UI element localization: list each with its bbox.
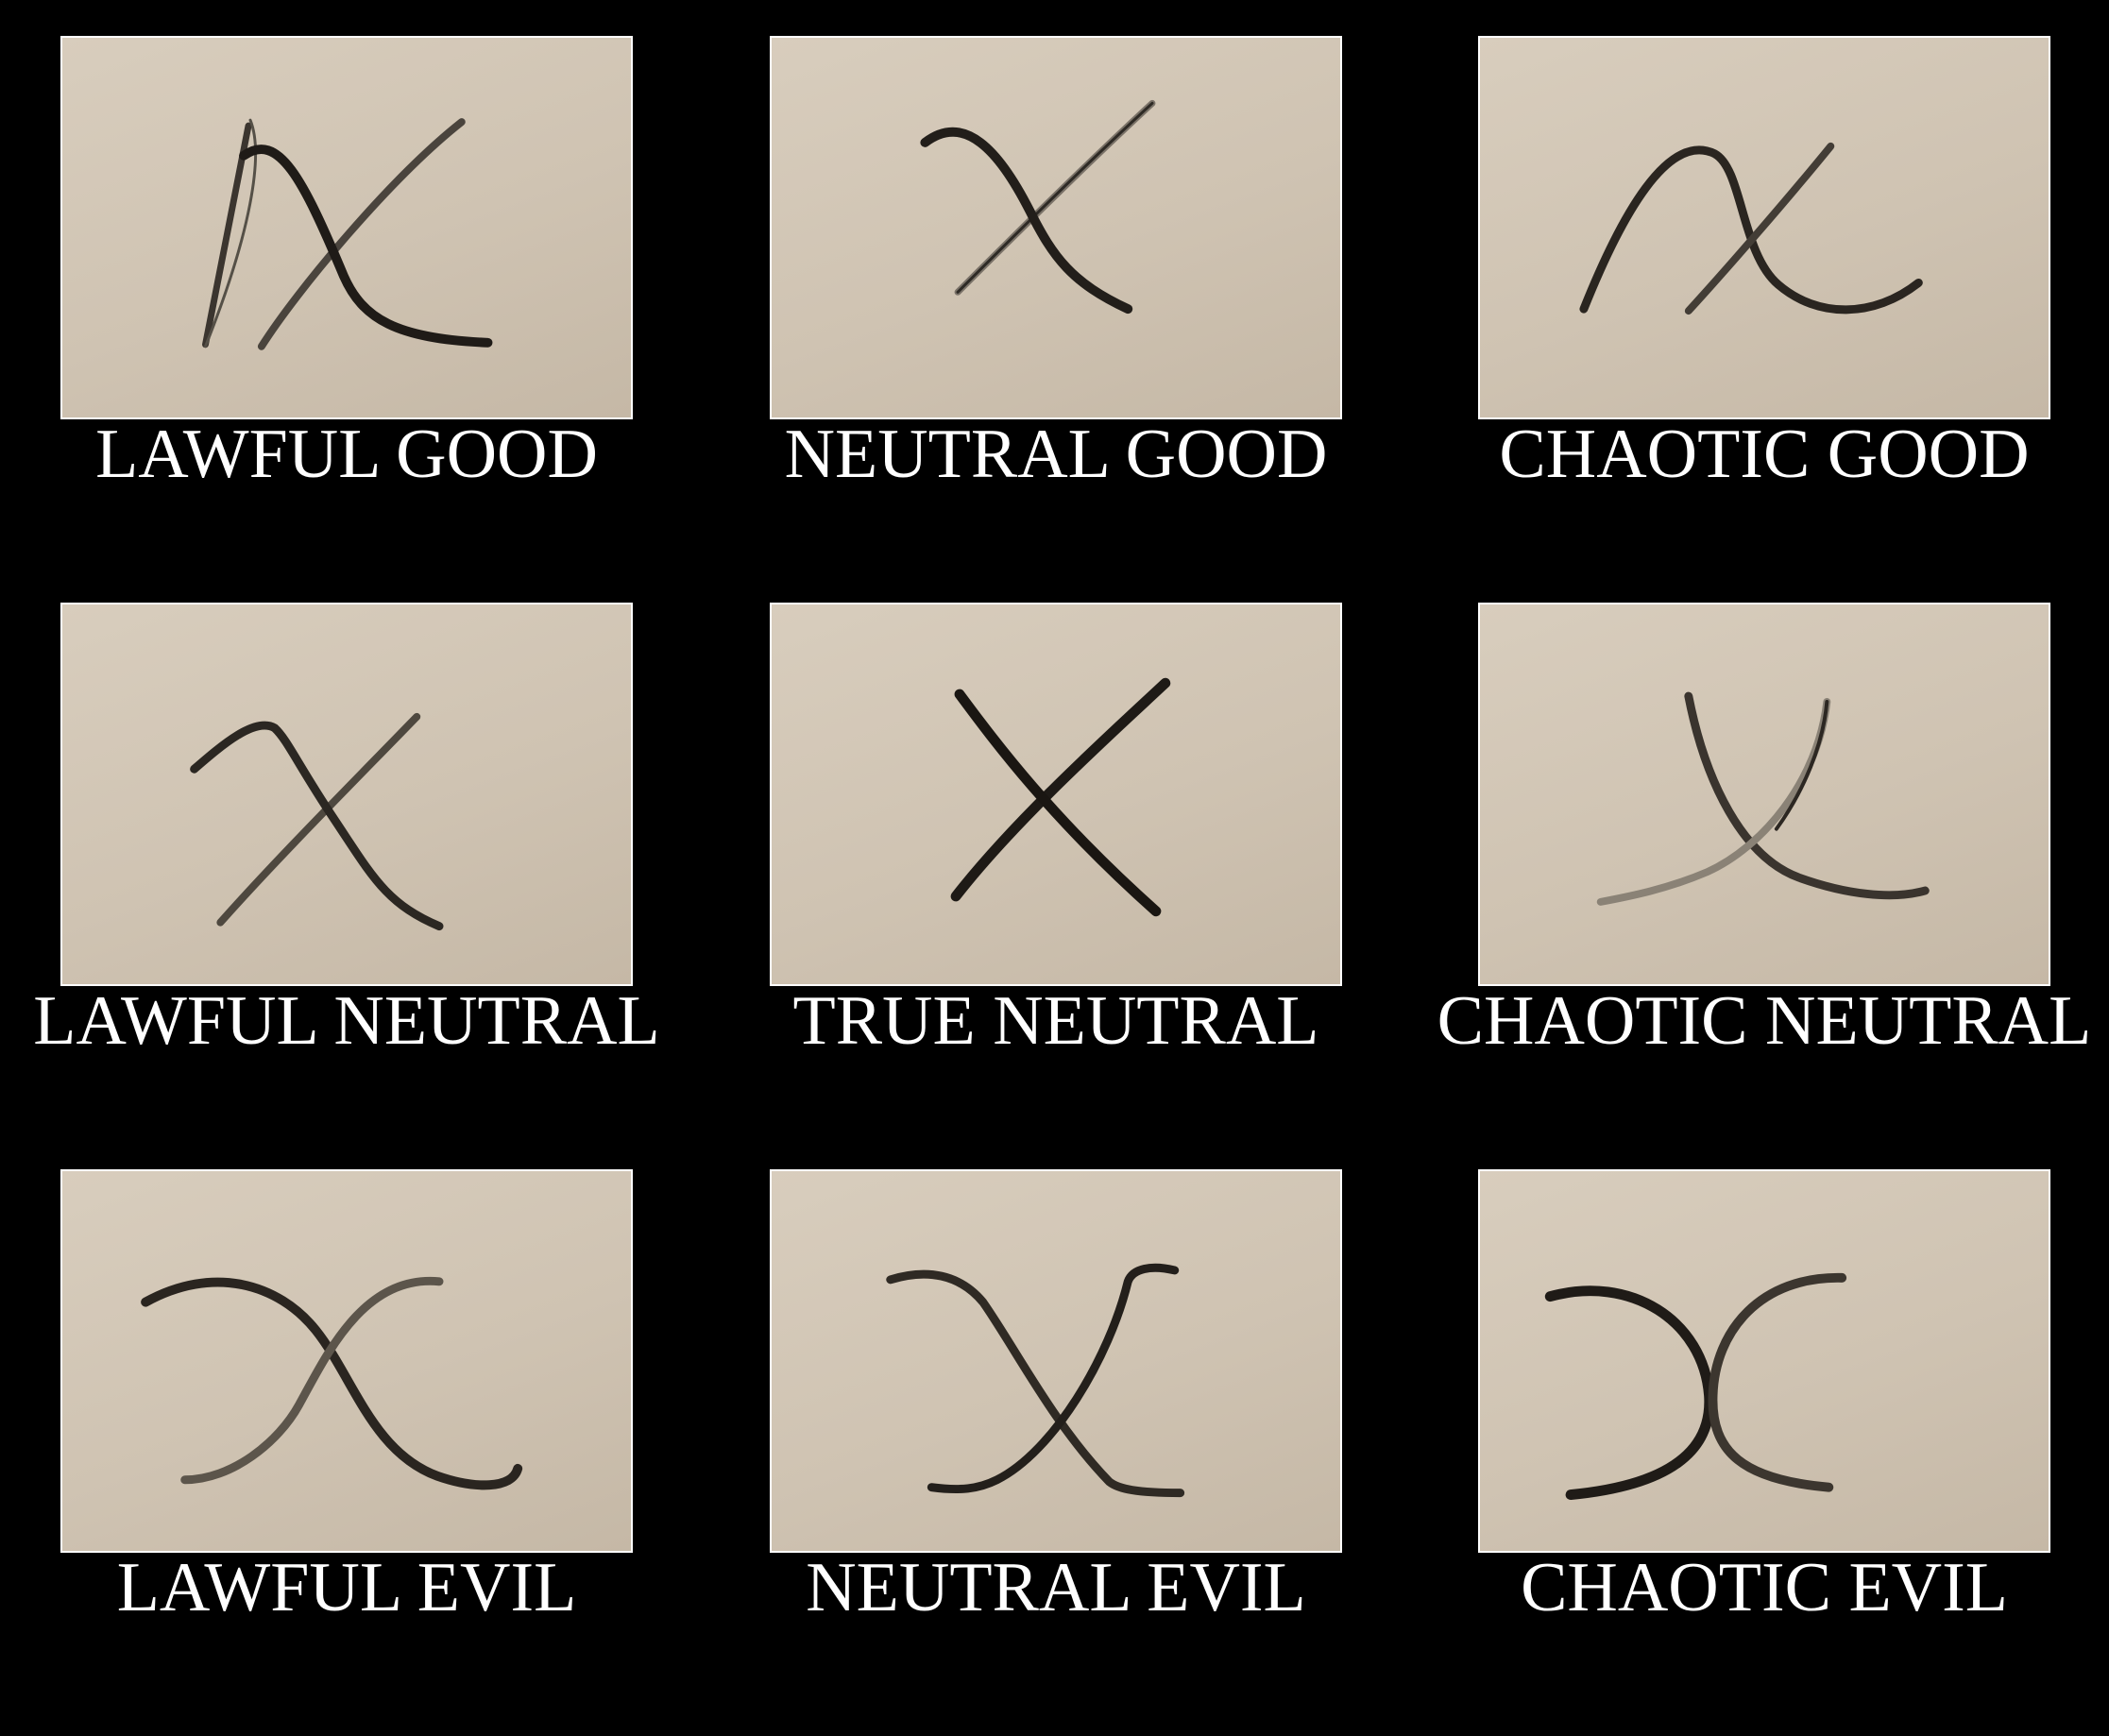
x-curved-icon bbox=[202, 118, 493, 350]
x-bent-icon bbox=[190, 712, 444, 931]
alignment-cell-neutral-good: NEUTRAL GOOD bbox=[770, 36, 1478, 603]
alignment-photo bbox=[60, 603, 633, 986]
alignment-photo bbox=[1478, 36, 2050, 419]
alignment-photo bbox=[1478, 603, 2050, 986]
x-straight-icon bbox=[950, 677, 1171, 917]
alignment-cell-lawful-good: LAWFUL GOOD bbox=[60, 36, 769, 603]
alignment-label: CHAOTIC NEUTRAL bbox=[1437, 982, 2092, 1060]
alignment-photo bbox=[770, 603, 1342, 986]
x-back-to-back-arcs-icon bbox=[1544, 1272, 1847, 1501]
alignment-label: LAWFUL GOOD bbox=[95, 416, 598, 493]
x-crossed-curves-icon bbox=[1596, 691, 1930, 906]
alignment-cell-chaotic-evil: CHAOTIC EVIL bbox=[1478, 1169, 2109, 1736]
alignment-cell-neutral-evil: NEUTRAL EVIL bbox=[770, 1169, 1478, 1736]
alignment-photo bbox=[60, 36, 633, 419]
alignment-cell-true-neutral: TRUE NEUTRAL bbox=[770, 603, 1478, 1169]
alignment-label: LAWFUL EVIL bbox=[116, 1549, 577, 1626]
alignment-cell-lawful-evil: LAWFUL EVIL bbox=[60, 1169, 769, 1736]
alignment-label: NEUTRAL GOOD bbox=[784, 416, 1328, 493]
x-arched-icon bbox=[1579, 142, 1923, 315]
alignment-label: LAWFUL NEUTRAL bbox=[33, 982, 660, 1060]
alignment-label: CHAOTIC GOOD bbox=[1499, 416, 2030, 493]
x-flared-icon bbox=[886, 1263, 1185, 1498]
alignment-photo bbox=[60, 1169, 633, 1553]
x-hooked-icon bbox=[920, 99, 1156, 315]
alignment-photo bbox=[1478, 1169, 2050, 1553]
alignment-label: NEUTRAL EVIL bbox=[806, 1549, 1306, 1626]
alignment-cell-lawful-neutral: LAWFUL NEUTRAL bbox=[33, 603, 769, 1169]
alignment-label: TRUE NEUTRAL bbox=[792, 982, 1319, 1060]
alignment-cell-chaotic-good: CHAOTIC GOOD bbox=[1478, 36, 2109, 603]
alignment-photo bbox=[770, 1169, 1342, 1553]
x-wave-icon bbox=[141, 1277, 523, 1490]
alignment-cell-chaotic-neutral: CHAOTIC NEUTRAL bbox=[1437, 603, 2109, 1169]
alignment-label: CHAOTIC EVIL bbox=[1521, 1549, 2008, 1626]
alignment-photo bbox=[770, 36, 1342, 419]
